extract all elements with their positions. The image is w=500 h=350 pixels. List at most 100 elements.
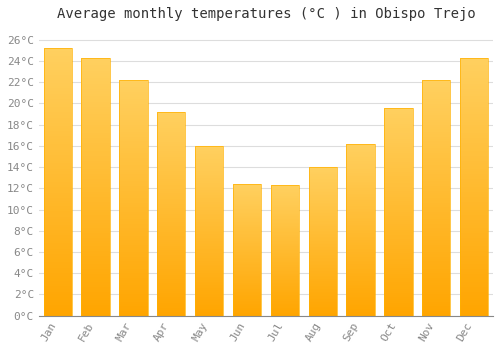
- Bar: [308, 175, 337, 176]
- Bar: [308, 225, 337, 226]
- Bar: [384, 203, 412, 205]
- Bar: [82, 94, 110, 96]
- Bar: [422, 139, 450, 141]
- Bar: [233, 283, 261, 284]
- Bar: [460, 86, 488, 89]
- Bar: [384, 241, 412, 243]
- Bar: [195, 302, 224, 304]
- Bar: [346, 166, 375, 168]
- Bar: [44, 174, 72, 176]
- Bar: [233, 204, 261, 205]
- Bar: [422, 97, 450, 99]
- Bar: [195, 156, 224, 158]
- Bar: [270, 197, 299, 198]
- Bar: [270, 303, 299, 304]
- Bar: [270, 304, 299, 305]
- Bar: [460, 199, 488, 202]
- Bar: [308, 255, 337, 256]
- Bar: [308, 226, 337, 228]
- Bar: [384, 247, 412, 249]
- Bar: [346, 204, 375, 205]
- Bar: [270, 205, 299, 206]
- Bar: [346, 178, 375, 180]
- Bar: [308, 191, 337, 192]
- Bar: [460, 174, 488, 176]
- Bar: [195, 202, 224, 204]
- Bar: [308, 197, 337, 198]
- Bar: [308, 220, 337, 222]
- Bar: [346, 276, 375, 278]
- Bar: [422, 169, 450, 172]
- Bar: [195, 171, 224, 173]
- Bar: [422, 226, 450, 229]
- Bar: [157, 195, 186, 197]
- Bar: [157, 185, 186, 187]
- Bar: [157, 161, 186, 163]
- Bar: [82, 176, 110, 179]
- Bar: [82, 76, 110, 78]
- Bar: [157, 205, 186, 208]
- Bar: [195, 220, 224, 222]
- Bar: [270, 262, 299, 264]
- Bar: [119, 174, 148, 177]
- Bar: [270, 219, 299, 220]
- Bar: [157, 312, 186, 314]
- Bar: [82, 58, 110, 60]
- Bar: [422, 259, 450, 261]
- Bar: [119, 188, 148, 191]
- Bar: [308, 167, 337, 169]
- Bar: [233, 184, 261, 316]
- Bar: [422, 191, 450, 193]
- Bar: [157, 189, 186, 191]
- Bar: [44, 153, 72, 155]
- Bar: [157, 244, 186, 246]
- Bar: [195, 306, 224, 307]
- Bar: [195, 300, 224, 302]
- Bar: [270, 252, 299, 253]
- Bar: [195, 175, 224, 176]
- Bar: [384, 147, 412, 149]
- Bar: [346, 154, 375, 156]
- Bar: [460, 298, 488, 300]
- Bar: [157, 261, 186, 262]
- Bar: [44, 112, 72, 115]
- Title: Average monthly temperatures (°C ) in Obispo Trejo: Average monthly temperatures (°C ) in Ob…: [56, 7, 476, 21]
- Bar: [233, 310, 261, 312]
- Bar: [422, 243, 450, 245]
- Bar: [422, 196, 450, 198]
- Bar: [384, 280, 412, 282]
- Bar: [346, 144, 375, 316]
- Bar: [82, 212, 110, 215]
- Bar: [44, 206, 72, 209]
- Bar: [195, 229, 224, 231]
- Bar: [119, 165, 148, 167]
- Bar: [346, 164, 375, 166]
- Bar: [195, 226, 224, 228]
- Bar: [157, 142, 186, 145]
- Bar: [157, 148, 186, 150]
- Bar: [44, 254, 72, 257]
- Bar: [346, 192, 375, 194]
- Bar: [346, 188, 375, 190]
- Bar: [82, 238, 110, 241]
- Bar: [195, 193, 224, 195]
- Bar: [82, 220, 110, 223]
- Bar: [460, 184, 488, 187]
- Bar: [44, 56, 72, 59]
- Bar: [157, 254, 186, 257]
- Bar: [422, 165, 450, 167]
- Bar: [308, 311, 337, 313]
- Bar: [233, 184, 261, 186]
- Bar: [44, 80, 72, 83]
- Bar: [233, 266, 261, 267]
- Bar: [233, 218, 261, 219]
- Bar: [82, 274, 110, 277]
- Bar: [233, 314, 261, 316]
- Bar: [82, 114, 110, 117]
- Bar: [422, 200, 450, 203]
- Bar: [82, 215, 110, 218]
- Bar: [308, 258, 337, 259]
- Bar: [308, 169, 337, 170]
- Bar: [44, 195, 72, 198]
- Bar: [44, 161, 72, 163]
